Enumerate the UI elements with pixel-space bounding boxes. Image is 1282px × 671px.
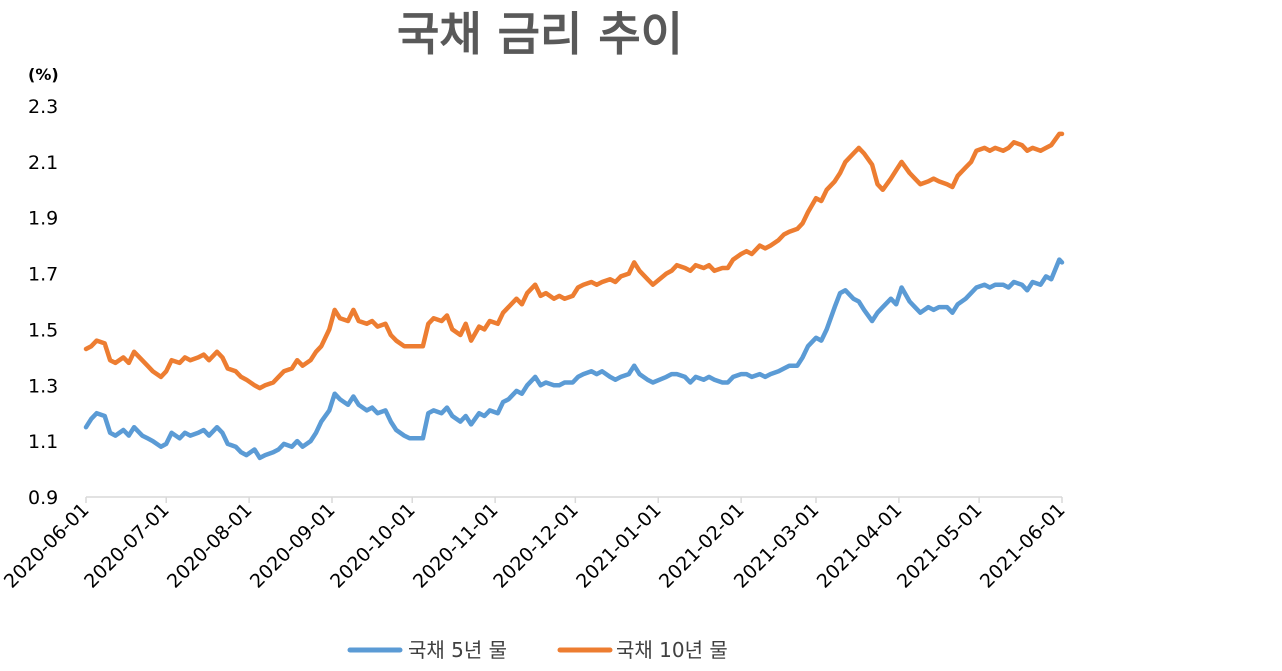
x-tick-label: 2020-07-01 xyxy=(80,499,174,593)
x-tick-label: 2021-04-01 xyxy=(813,499,907,593)
x-tick-label: 2021-05-01 xyxy=(893,499,987,593)
x-axis: 2020-06-012020-07-012020-08-012020-09-01… xyxy=(0,496,1070,593)
x-tick-label: 2020-10-01 xyxy=(326,499,420,593)
y-tick-label: 1.5 xyxy=(28,319,58,341)
chart-title: 국채 금리 추이 xyxy=(397,7,683,61)
series-lines xyxy=(83,131,1065,461)
series-line-10y xyxy=(83,131,1065,391)
series-line-5y xyxy=(83,257,1065,461)
legend-label: 국채 5년 물 xyxy=(408,638,507,662)
legend-label: 국채 10년 물 xyxy=(616,638,728,662)
y-tick-label: 0.9 xyxy=(28,487,58,509)
x-tick-label: 2020-06-01 xyxy=(0,499,94,593)
legend: 국채 5년 물 국채 10년 물 xyxy=(347,638,728,662)
x-tick-label: 2021-01-01 xyxy=(572,499,666,593)
y-tick-label: 1.7 xyxy=(28,264,58,286)
y-tick-label: 1.1 xyxy=(28,431,58,453)
x-tick-label: 2021-06-01 xyxy=(976,499,1070,593)
x-tick-label: 2020-11-01 xyxy=(409,499,503,593)
y-tick-label: 2.1 xyxy=(28,152,58,174)
x-tick-label: 2020-09-01 xyxy=(246,499,340,593)
x-tick-label: 2020-08-01 xyxy=(163,499,257,593)
y-tick-label: 1.3 xyxy=(28,375,58,397)
y-tick-label: 2.3 xyxy=(28,96,58,118)
y-tick-label: 1.9 xyxy=(28,208,58,230)
y-axis-unit-label: (%) xyxy=(28,65,59,84)
x-tick-label: 2020-12-01 xyxy=(489,499,583,593)
y-axis-ticks: 0.9 1.1 1.3 1.5 1.7 1.9 2.1 2.3 xyxy=(28,96,58,509)
